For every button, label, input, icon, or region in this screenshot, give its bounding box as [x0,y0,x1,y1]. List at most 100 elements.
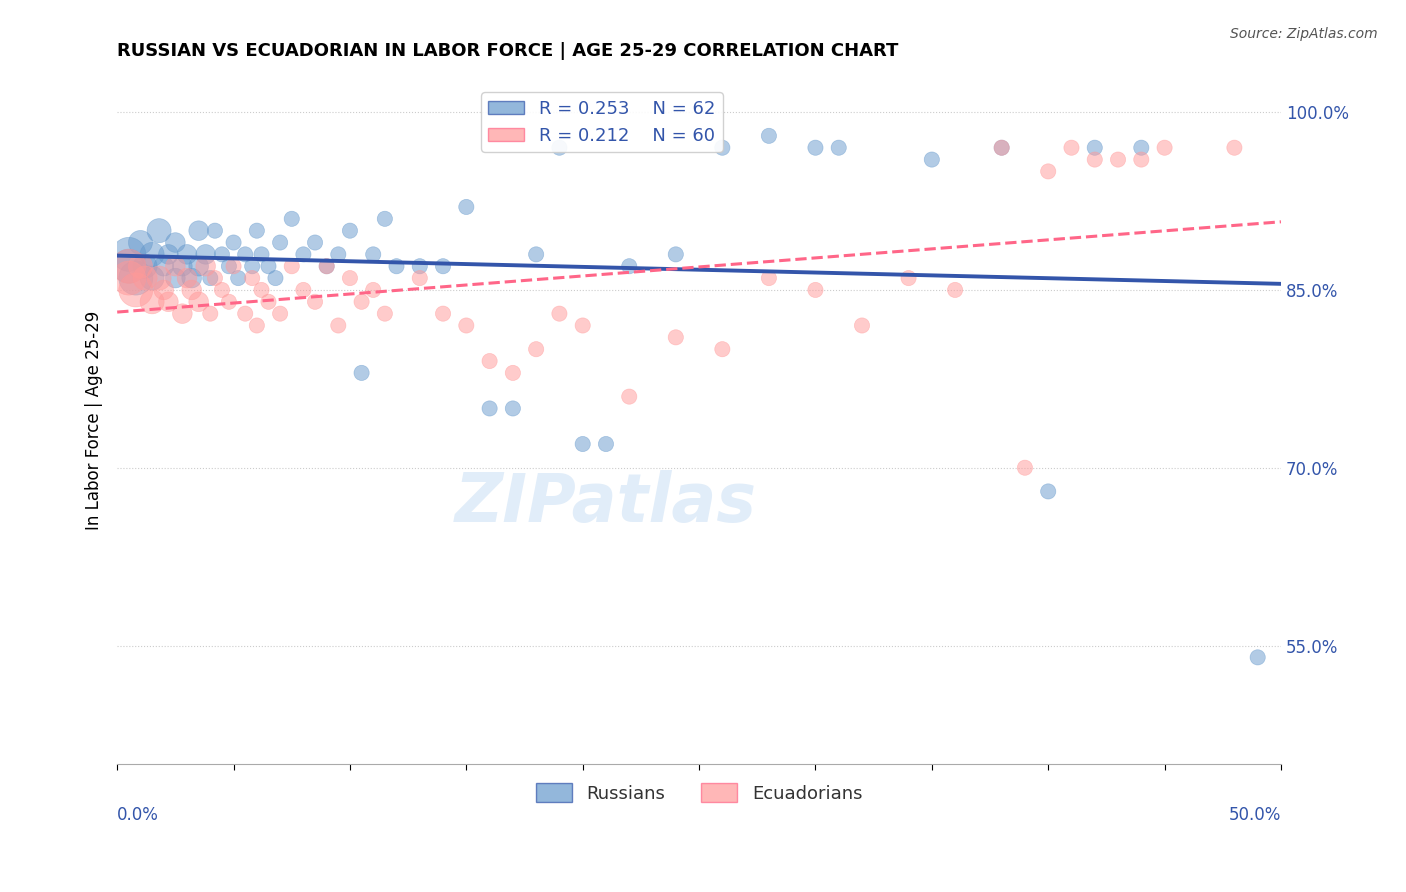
Point [222,235,245,250]
Point [711,342,734,356]
Point [304,294,326,309]
Point [350,294,373,309]
Point [118,247,141,261]
Point [269,235,291,250]
Point [374,307,396,321]
Point [1014,460,1036,475]
Point [804,283,827,297]
Point [264,271,287,285]
Point [409,259,432,273]
Point [281,211,304,226]
Point [134,259,156,273]
Point [246,318,269,333]
Point [211,283,233,297]
Point [502,401,524,416]
Point [148,271,170,285]
Point [548,141,571,155]
Point [1107,153,1129,167]
Point [990,141,1012,155]
Point [134,271,156,285]
Point [118,271,141,285]
Point [350,366,373,380]
Point [204,271,226,285]
Point [339,271,361,285]
Point [456,318,478,333]
Point [125,271,148,285]
Point [1223,141,1246,155]
Point [141,271,163,285]
Point [187,259,209,273]
Point [851,318,873,333]
Point [409,271,432,285]
Point [921,153,943,167]
Text: RUSSIAN VS ECUADORIAN IN LABOR FORCE | AGE 25-29 CORRELATION CHART: RUSSIAN VS ECUADORIAN IN LABOR FORCE | A… [117,42,898,60]
Point [176,247,198,261]
Point [129,235,152,250]
Text: 0.0%: 0.0% [117,805,159,823]
Point [571,437,593,451]
Point [711,141,734,155]
Point [129,259,152,273]
Point [665,330,688,344]
Point [141,247,163,261]
Point [315,259,337,273]
Point [204,224,226,238]
Point [233,307,256,321]
Point [432,259,454,273]
Point [828,141,851,155]
Point [1060,141,1083,155]
Point [1130,153,1153,167]
Point [1084,141,1107,155]
Point [172,259,194,273]
Point [619,259,641,273]
Point [619,390,641,404]
Point [478,354,501,368]
Text: 50.0%: 50.0% [1229,805,1281,823]
Text: ZIPatlas: ZIPatlas [456,470,756,536]
Point [1153,141,1175,155]
Point [665,247,688,261]
Point [125,283,148,297]
Point [250,247,273,261]
Point [194,247,217,261]
Point [758,128,780,143]
Point [361,283,384,297]
Point [240,271,263,285]
Point [257,259,280,273]
Point [187,224,209,238]
Point [269,307,291,321]
Point [315,259,337,273]
Point [374,211,396,226]
Point [478,401,501,416]
Point [200,271,222,285]
Point [165,235,187,250]
Point [990,141,1012,155]
Point [524,342,547,356]
Point [218,294,240,309]
Point [172,307,194,321]
Point [246,224,269,238]
Point [157,294,180,309]
Point [226,271,249,285]
Point [157,247,180,261]
Point [292,247,315,261]
Point [118,259,141,273]
Point [180,271,202,285]
Point [385,259,408,273]
Point [233,247,256,261]
Point [1130,141,1153,155]
Point [548,307,571,321]
Point [595,437,617,451]
Point [1038,164,1060,178]
Y-axis label: In Labor Force | Age 25-29: In Labor Force | Age 25-29 [86,310,103,530]
Point [304,235,326,250]
Point [361,247,384,261]
Point [328,247,350,261]
Point [1247,650,1270,665]
Point [502,366,524,380]
Point [281,259,304,273]
Point [211,247,233,261]
Point [165,271,187,285]
Point [152,283,174,297]
Point [200,307,222,321]
